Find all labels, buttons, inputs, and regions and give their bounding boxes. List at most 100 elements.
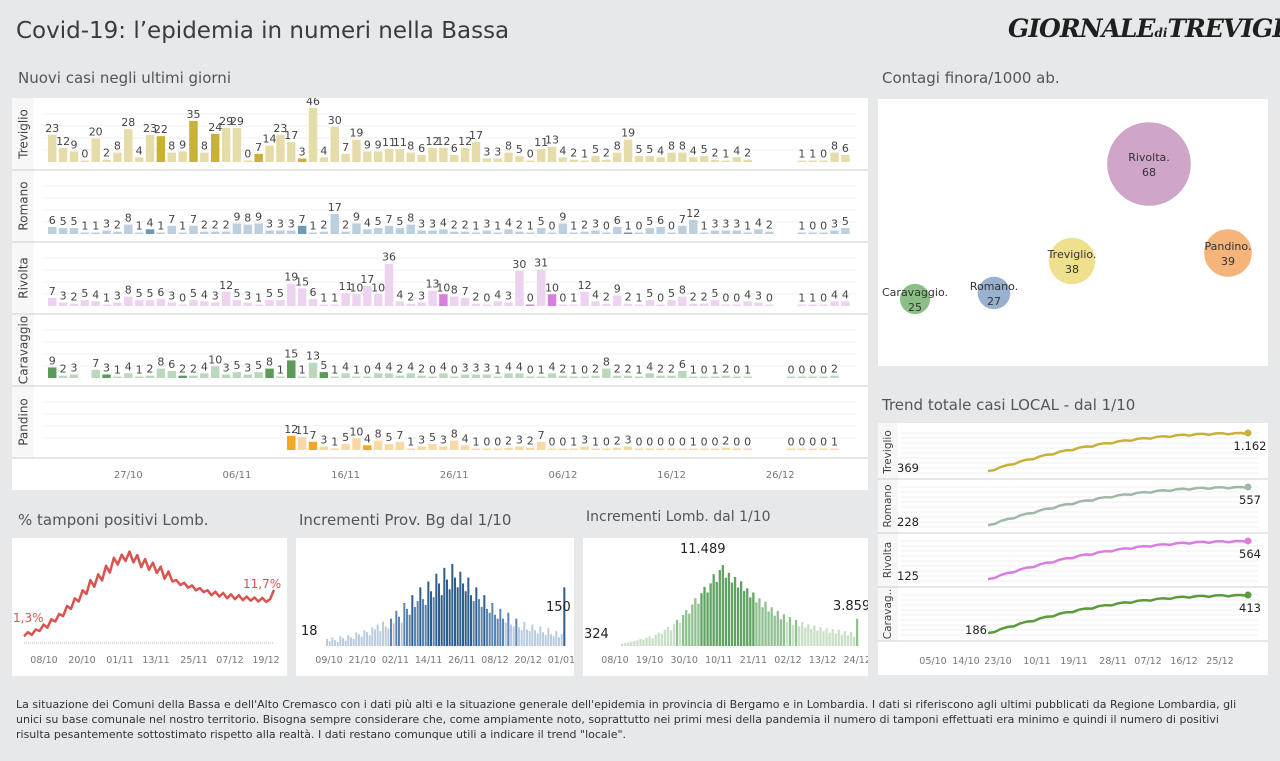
bar-label: 8 [201,140,208,153]
bar-label: 4 [516,360,523,373]
bar-label: 10 [371,281,385,294]
bar-label: 4 [375,360,382,373]
tamponi-chart: 1,3% 11,7% 08/10 20/10 01/11 13/11 25/11 07/12 1… [13,550,281,666]
bar [326,638,328,646]
bar-label: 3 [212,289,219,302]
bar-label: 1 [494,364,501,377]
bar-label: 6 [842,142,849,155]
bar [624,643,627,646]
bar-pandino [341,444,350,450]
bar [334,640,336,646]
x-tick-label: 24/12 [844,655,868,666]
bar-rivolta [265,300,274,306]
bar-pandino [428,444,437,450]
bar-label: 6 [679,358,686,371]
bar-romano [297,225,307,234]
bar-caravaggio [471,374,481,378]
bar-romano [634,232,644,234]
bar-treviglio [363,151,372,162]
bar-label: 4 [136,144,143,157]
bar-caravaggio [450,376,459,378]
bar-caravaggio [417,375,426,378]
bar-label: 1 [472,436,479,449]
bar-label: 7 [190,213,197,226]
bar-romano [341,231,350,234]
bar-label: 4 [462,432,469,445]
bar-rivolta [504,302,513,306]
bar [504,622,507,646]
bar-label: 0 [429,364,436,377]
bar-caravaggio [200,373,209,378]
bar-label: 0 [81,148,88,161]
bar-rivolta [113,302,122,306]
bar [411,595,414,646]
bar-label: 9 [179,138,186,151]
bar-rivolta [58,302,68,306]
bar [700,593,703,646]
bar-caravaggio [797,376,807,378]
bar [536,633,539,646]
bar-label: 8 [407,140,414,153]
bubble-treviglio [1048,237,1096,285]
bar-treviglio [156,136,166,162]
bar-rivolta [439,294,448,306]
bar [542,632,544,646]
bar-romano [189,225,198,234]
bar-pandino [297,437,307,450]
trend-x-tick: 25/12 [1206,656,1233,667]
bar-romano [428,230,437,234]
bar [563,587,566,646]
bar [459,571,462,646]
bar-romano [330,214,339,234]
bar-label: 0 [701,436,708,449]
bar-romano [232,223,242,234]
bar-pandino [373,440,383,450]
bar [464,591,467,646]
bar-rivolta [678,296,687,306]
bar-treviglio [634,156,644,162]
bar [743,591,746,646]
bar [470,595,472,646]
bar [496,618,499,646]
bar-label: 4 [505,216,512,229]
bar-label: 2 [60,363,67,376]
bar-rivolta [602,303,611,306]
bar-rivolta [656,304,665,306]
bar [691,604,694,646]
bar-romano [710,230,720,234]
bar-romano [167,225,176,234]
bar-label: 4 [494,288,501,301]
bar [740,581,743,646]
bar-caravaggio [808,376,818,378]
bar-caravaggio [124,373,133,378]
x-tick-label: 02/12 [774,655,801,666]
bar-treviglio [48,135,57,162]
bar-label: 3 [722,217,729,230]
bar-romano [113,231,122,234]
bar-rivolta [189,300,198,306]
bar-caravaggio [221,374,231,378]
x-tick-label: 26/11 [440,470,469,481]
bar-label: 2 [451,219,458,232]
bar-label: 3 [462,361,469,374]
bar-rivolta [254,304,263,306]
bar-label: 3 [472,361,479,374]
bar-label: 1 [114,364,121,377]
bar-caravaggio [645,373,655,378]
bar-label: 1 [136,220,143,233]
bar-label: 0 [668,220,675,233]
bar-label: 11 [295,424,309,437]
bar-romano [645,228,655,234]
bar-caravaggio [656,375,665,378]
bar [749,597,752,646]
bar [350,637,352,646]
bar-rivolta [808,304,818,306]
bar-romano [678,225,687,234]
bar-label: 0 [766,292,773,305]
bar [846,635,850,646]
bar-label: 1 [701,220,708,233]
bar-caravaggio [558,375,568,378]
bar-label: 11 [382,136,396,149]
bar [721,565,724,646]
trend-row-label: Caravag.. [882,589,894,640]
